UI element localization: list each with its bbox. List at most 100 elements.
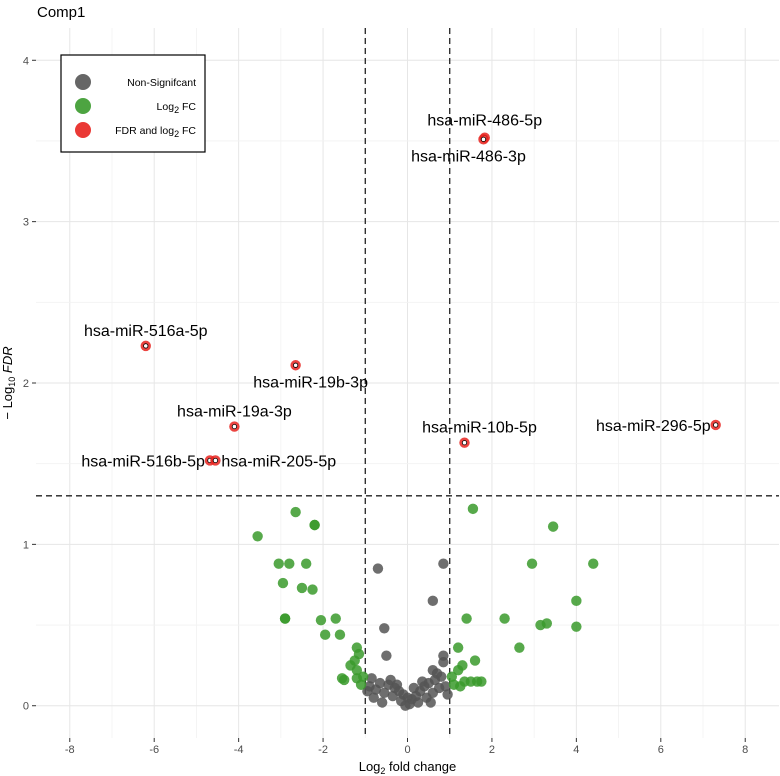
x-tick-label: -4 [234, 744, 244, 756]
data-point [366, 673, 377, 684]
data-point [425, 697, 436, 708]
labelled-point-marker [212, 457, 219, 464]
labelled-point-marker [713, 422, 719, 428]
data-points [140, 132, 721, 711]
y-tick-label: 3 [23, 217, 29, 229]
point-label: hsa-miR-486-5p [427, 113, 542, 130]
data-point [379, 687, 390, 699]
data-point [446, 671, 458, 682]
point-label: hsa-miR-516a-5p [84, 323, 208, 340]
data-point [376, 697, 388, 708]
data-point [469, 655, 481, 666]
labelled-point-marker [231, 423, 238, 430]
data-point [417, 676, 428, 687]
labelled-point-marker [143, 343, 149, 349]
data-point [372, 563, 384, 574]
x-tick-label: 6 [658, 744, 664, 756]
x-tick-label: -6 [149, 744, 159, 756]
data-point [296, 582, 308, 594]
data-point [279, 613, 291, 624]
data-point [455, 681, 466, 692]
labelled-point-marker [480, 136, 487, 142]
x-tick-label: -2 [318, 744, 328, 756]
data-point [300, 558, 312, 569]
data-point [379, 623, 390, 634]
data-point [315, 615, 327, 626]
x-tick-label: 0 [404, 744, 410, 756]
chart-title: Comp1 [37, 4, 85, 21]
data-point [351, 665, 363, 676]
labelled-point-marker [461, 440, 468, 446]
data-point [391, 679, 403, 690]
data-point [309, 519, 320, 531]
data-point [330, 613, 341, 624]
data-point [438, 656, 449, 668]
labelled-point-marker [293, 362, 299, 368]
data-point [526, 558, 538, 569]
data-point [535, 619, 546, 631]
point-label: hsa-miR-10b-5p [422, 420, 537, 437]
x-tick-label: 2 [489, 744, 495, 756]
data-point [355, 679, 367, 690]
axes: -8 -6 -4 -2 0 2 4 6 8 0 1 2 3 4 Log2 fold change − Log1… [0, 55, 748, 776]
legend: Non-Signifcant Log2 FC FDR and log2 FC [60, 54, 206, 153]
data-point [408, 682, 420, 694]
y-tick-label: 0 [23, 701, 29, 713]
point-label: hsa-miR-516b-5p [81, 453, 205, 470]
cutoff-lines [36, 28, 779, 738]
data-point [319, 629, 331, 640]
x-tick-label: 8 [742, 744, 748, 756]
y-tick-label: 4 [23, 55, 29, 67]
x-tick-label: 4 [573, 744, 579, 756]
y-tick-label: 2 [23, 378, 29, 390]
point-label: hsa-miR-19b-3p [253, 374, 368, 391]
data-point [273, 558, 284, 569]
y-axis-title-group: − Log10 FDR [0, 346, 17, 419]
point-label: hsa-miR-19a-3p [177, 404, 292, 421]
point-label: hsa-miR-486-3p [411, 148, 526, 165]
data-point [400, 700, 411, 711]
legend-marker-ns [75, 74, 91, 90]
point-label: hsa-miR-205-5p [221, 453, 336, 470]
data-point [499, 613, 510, 624]
legend-label-fc: Log2 FC [157, 101, 197, 115]
data-point [252, 531, 263, 542]
data-point [571, 621, 582, 632]
data-point [476, 676, 487, 687]
data-point [467, 503, 479, 515]
x-tick-label: -8 [65, 744, 75, 756]
data-point [357, 671, 369, 682]
data-point [588, 558, 599, 569]
data-point [290, 506, 301, 518]
data-point [277, 577, 289, 589]
data-point [440, 681, 451, 692]
data-point [442, 689, 453, 700]
data-point [334, 629, 346, 640]
data-point [571, 595, 582, 607]
data-point [436, 671, 447, 682]
data-point [362, 686, 373, 697]
data-point [438, 558, 449, 569]
data-point [427, 595, 439, 607]
data-point [387, 690, 398, 702]
data-point [381, 650, 392, 661]
data-point [452, 642, 464, 653]
data-point [412, 697, 424, 708]
point-labels: hsa-miR-486-5p hsa-miR-486-3p hsa-miR-516a… [81, 113, 710, 471]
legend-label-both: FDR and log2 FC [115, 125, 196, 139]
y-axis-title: − Log10 FDR [0, 346, 17, 419]
legend-marker-both [75, 122, 91, 138]
y-tick-label: 1 [23, 539, 29, 551]
data-point [461, 613, 472, 624]
point-label: hsa-miR-296-5p [596, 418, 711, 435]
legend-marker-fc [75, 98, 91, 114]
data-point [514, 642, 525, 653]
data-point [547, 521, 559, 532]
data-point [284, 558, 295, 569]
x-axis-title: Log2 fold change [359, 759, 457, 776]
data-point [307, 584, 318, 595]
legend-label-ns: Non-Signifcant [127, 77, 196, 89]
data-point [452, 665, 464, 676]
data-point [368, 692, 379, 703]
